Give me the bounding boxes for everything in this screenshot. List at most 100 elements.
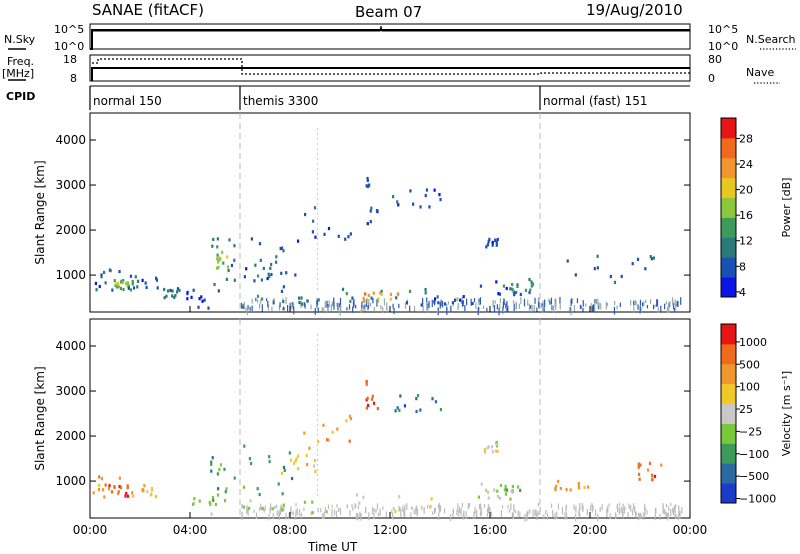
colorbar-tick-label: 100	[739, 381, 760, 394]
echo-mark	[275, 255, 278, 259]
ground-scatter-mark	[600, 303, 602, 310]
echo-mark	[480, 482, 483, 486]
ground-scatter-mark	[461, 503, 464, 508]
ground-scatter-mark	[317, 307, 319, 313]
echo-mark	[434, 400, 438, 404]
echo-mark	[300, 296, 303, 300]
echo-mark	[143, 484, 146, 488]
ground-scatter-mark	[383, 298, 386, 306]
ground-scatter-mark	[480, 508, 483, 516]
ground-scatter-mark	[675, 303, 677, 309]
echo-mark	[282, 249, 285, 253]
echo-mark	[100, 273, 103, 277]
ground-scatter-mark	[639, 299, 642, 306]
ground-scatter-mark	[391, 510, 393, 514]
ground-scatter-mark	[634, 299, 636, 306]
echo-mark	[497, 292, 500, 296]
echo-mark	[412, 202, 415, 206]
ground-scatter-mark	[673, 505, 676, 513]
echo-mark	[317, 298, 320, 302]
echo-mark	[126, 484, 129, 488]
echo-mark	[516, 485, 520, 489]
echo-mark	[155, 278, 159, 282]
echo-mark	[637, 465, 640, 469]
echo-mark	[210, 469, 213, 473]
ground-scatter-mark	[409, 305, 411, 313]
ground-scatter-mark	[240, 302, 243, 309]
ground-scatter-mark	[264, 505, 267, 511]
ground-scatter-mark	[579, 506, 581, 512]
echo-mark	[212, 498, 215, 502]
ground-scatter-mark	[255, 297, 257, 302]
echo-mark	[660, 463, 663, 467]
ground-scatter-mark	[292, 511, 294, 515]
ground-scatter-mark	[404, 504, 406, 510]
ground-scatter-mark	[527, 510, 529, 516]
ground-scatter-mark	[382, 506, 384, 510]
echo-mark	[322, 423, 325, 427]
echo-mark	[186, 297, 189, 301]
ground-scatter-mark	[247, 508, 249, 517]
ground-scatter-mark	[359, 511, 361, 518]
nave-tick-top: 80	[708, 53, 722, 66]
y-tick-label: 4000	[55, 339, 86, 353]
ground-scatter-mark	[635, 512, 638, 516]
echo-mark	[347, 235, 350, 239]
echo-mark	[375, 209, 379, 213]
y-tick-label: 4000	[55, 133, 86, 147]
echo-mark	[150, 492, 153, 496]
ground-scatter-mark	[592, 304, 594, 312]
echo-mark	[227, 268, 230, 273]
ground-scatter-mark	[675, 514, 677, 519]
ground-scatter-mark	[561, 507, 564, 515]
echo-mark	[365, 184, 368, 188]
echo-mark	[277, 482, 280, 486]
ground-scatter-mark	[356, 513, 358, 521]
ground-scatter-mark	[288, 512, 290, 520]
echo-mark	[136, 285, 139, 289]
ground-scatter-mark	[303, 507, 305, 512]
echo-mark	[271, 507, 274, 511]
echo-mark	[524, 288, 528, 292]
echo-mark	[249, 499, 252, 503]
echo-mark	[218, 257, 221, 261]
ground-scatter-mark	[393, 308, 395, 315]
echo-mark	[311, 500, 314, 504]
ground-scatter-mark	[255, 512, 258, 519]
colorbar-tick-label: 16	[739, 209, 753, 222]
ground-scatter-mark	[618, 502, 621, 507]
echo-mark	[451, 301, 455, 305]
ground-scatter-mark	[526, 511, 528, 517]
ground-scatter-mark	[514, 509, 516, 514]
colorbar-tick-label: −1000	[739, 493, 776, 506]
ground-scatter-mark	[573, 504, 575, 511]
ground-scatter-mark	[613, 306, 616, 315]
echo-mark	[505, 286, 508, 291]
y-axis-label: Slant Range [km]	[33, 366, 47, 470]
ground-scatter-mark	[507, 306, 509, 313]
echo-mark	[486, 243, 489, 247]
echo-mark	[127, 284, 130, 288]
echo-mark	[226, 265, 230, 269]
ground-scatter-mark	[339, 510, 342, 515]
echo-mark	[528, 290, 531, 295]
ground-scatter-mark	[678, 505, 680, 509]
nave-label: Nave	[746, 66, 774, 79]
ground-scatter-mark	[269, 507, 271, 514]
ground-scatter-mark	[551, 305, 553, 311]
ground-scatter-mark	[324, 301, 327, 307]
echo-mark	[126, 486, 129, 490]
freq-tick-bottom: 8	[70, 72, 77, 85]
ground-scatter-mark	[549, 300, 551, 305]
ground-scatter-mark	[339, 307, 341, 316]
ground-scatter-mark	[304, 303, 306, 309]
ground-scatter-mark	[335, 510, 338, 518]
ground-scatter-mark	[296, 508, 299, 516]
echo-mark	[116, 285, 119, 289]
ground-scatter-mark	[512, 512, 515, 519]
date-label: 19/Aug/2010	[586, 1, 683, 19]
ground-scatter-mark	[474, 506, 476, 514]
ground-scatter-mark	[671, 297, 674, 304]
ground-scatter-mark	[623, 508, 625, 514]
echo-mark	[653, 474, 657, 479]
